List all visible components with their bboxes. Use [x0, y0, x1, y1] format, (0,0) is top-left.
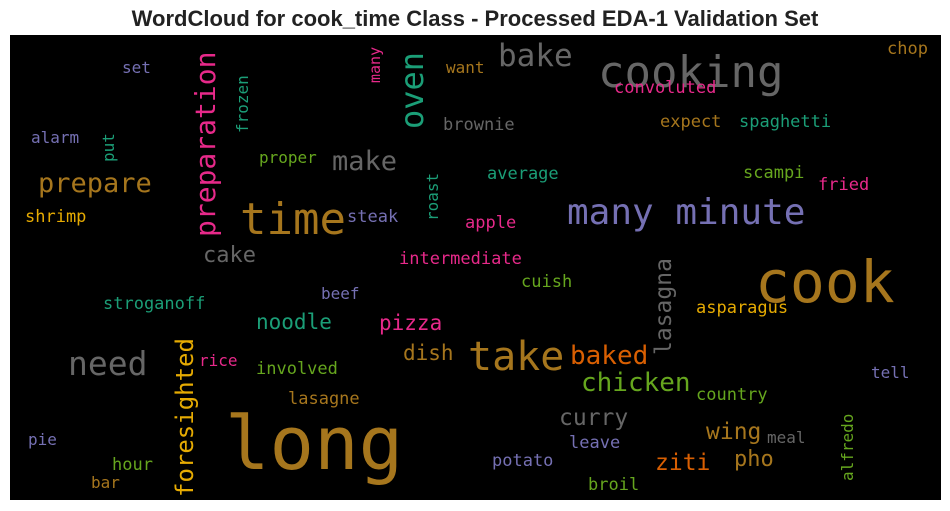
word-oven: oven: [393, 51, 431, 129]
word-roast: roast: [423, 172, 442, 221]
word-cooking: cooking: [598, 47, 784, 98]
word-cuish: cuish: [521, 272, 573, 292]
word-noodle: noodle: [256, 310, 332, 334]
word-country: country: [696, 385, 768, 405]
word-broil: broil: [588, 475, 640, 495]
word-frozen: frozen: [233, 75, 252, 133]
word-meal: meal: [767, 428, 806, 447]
word-take: take: [468, 334, 565, 380]
word-bake: bake: [498, 38, 573, 74]
word-ziti: ziti: [655, 450, 711, 476]
word-alfredo: alfredo: [838, 413, 857, 481]
word-pho: pho: [734, 447, 774, 472]
word-asparagus: asparagus: [696, 298, 789, 318]
word-convoluted: convoluted: [614, 78, 717, 98]
word-proper: proper: [259, 148, 317, 167]
word-want: want: [446, 58, 485, 77]
word-set: set: [122, 58, 151, 77]
word-many-minute: many minute: [567, 192, 806, 233]
word-pizza: pizza: [379, 311, 443, 335]
word-many-small: many: [366, 46, 384, 83]
figure-title: WordCloud for cook_time Class - Processe…: [131, 6, 819, 31]
word-cake: cake: [203, 243, 256, 268]
word-make: make: [332, 146, 398, 177]
word-steak: steak: [347, 207, 399, 227]
word-curry: curry: [559, 405, 629, 431]
word-need: need: [68, 344, 148, 383]
word-average: average: [487, 164, 559, 184]
word-rice: rice: [199, 351, 238, 370]
word-dish: dish: [403, 341, 454, 365]
word-time: time: [240, 194, 346, 245]
word-beef: beef: [321, 284, 360, 303]
word-foresighted: foresighted: [171, 338, 199, 497]
word-potato: potato: [492, 451, 554, 471]
word-baked: baked: [570, 341, 649, 371]
word-shrimp: shrimp: [25, 207, 87, 227]
word-lasagne: lasagne: [288, 389, 360, 409]
word-fried: fried: [818, 175, 870, 195]
word-spaghetti: spaghetti: [739, 112, 832, 132]
word-scampi: scampi: [743, 163, 805, 183]
word-tell: tell: [871, 363, 910, 382]
word-brownie: brownie: [443, 115, 515, 135]
word-expect: expect: [660, 112, 722, 132]
wordcloud-canvas: long cook cooking time many minute take need ba…: [10, 35, 941, 500]
word-chicken: chicken: [581, 368, 691, 398]
word-lasagna: lasagna: [651, 258, 677, 355]
word-preparation: preparation: [189, 51, 222, 237]
word-long: long: [225, 401, 404, 487]
word-intermediate: intermediate: [399, 249, 522, 269]
word-put: put: [99, 133, 118, 162]
word-apple: apple: [465, 213, 517, 233]
word-prepare: prepare: [38, 168, 152, 199]
word-bar: bar: [91, 473, 120, 492]
word-cook: cook: [755, 248, 895, 316]
word-stroganoff: stroganoff: [103, 294, 206, 314]
word-alarm: alarm: [31, 128, 80, 147]
word-chop: chop: [887, 39, 928, 59]
word-involved: involved: [256, 359, 338, 379]
word-leave: leave: [569, 433, 621, 453]
word-hour: hour: [112, 455, 153, 475]
word-pie: pie: [28, 430, 57, 449]
word-wing: wing: [706, 419, 762, 445]
